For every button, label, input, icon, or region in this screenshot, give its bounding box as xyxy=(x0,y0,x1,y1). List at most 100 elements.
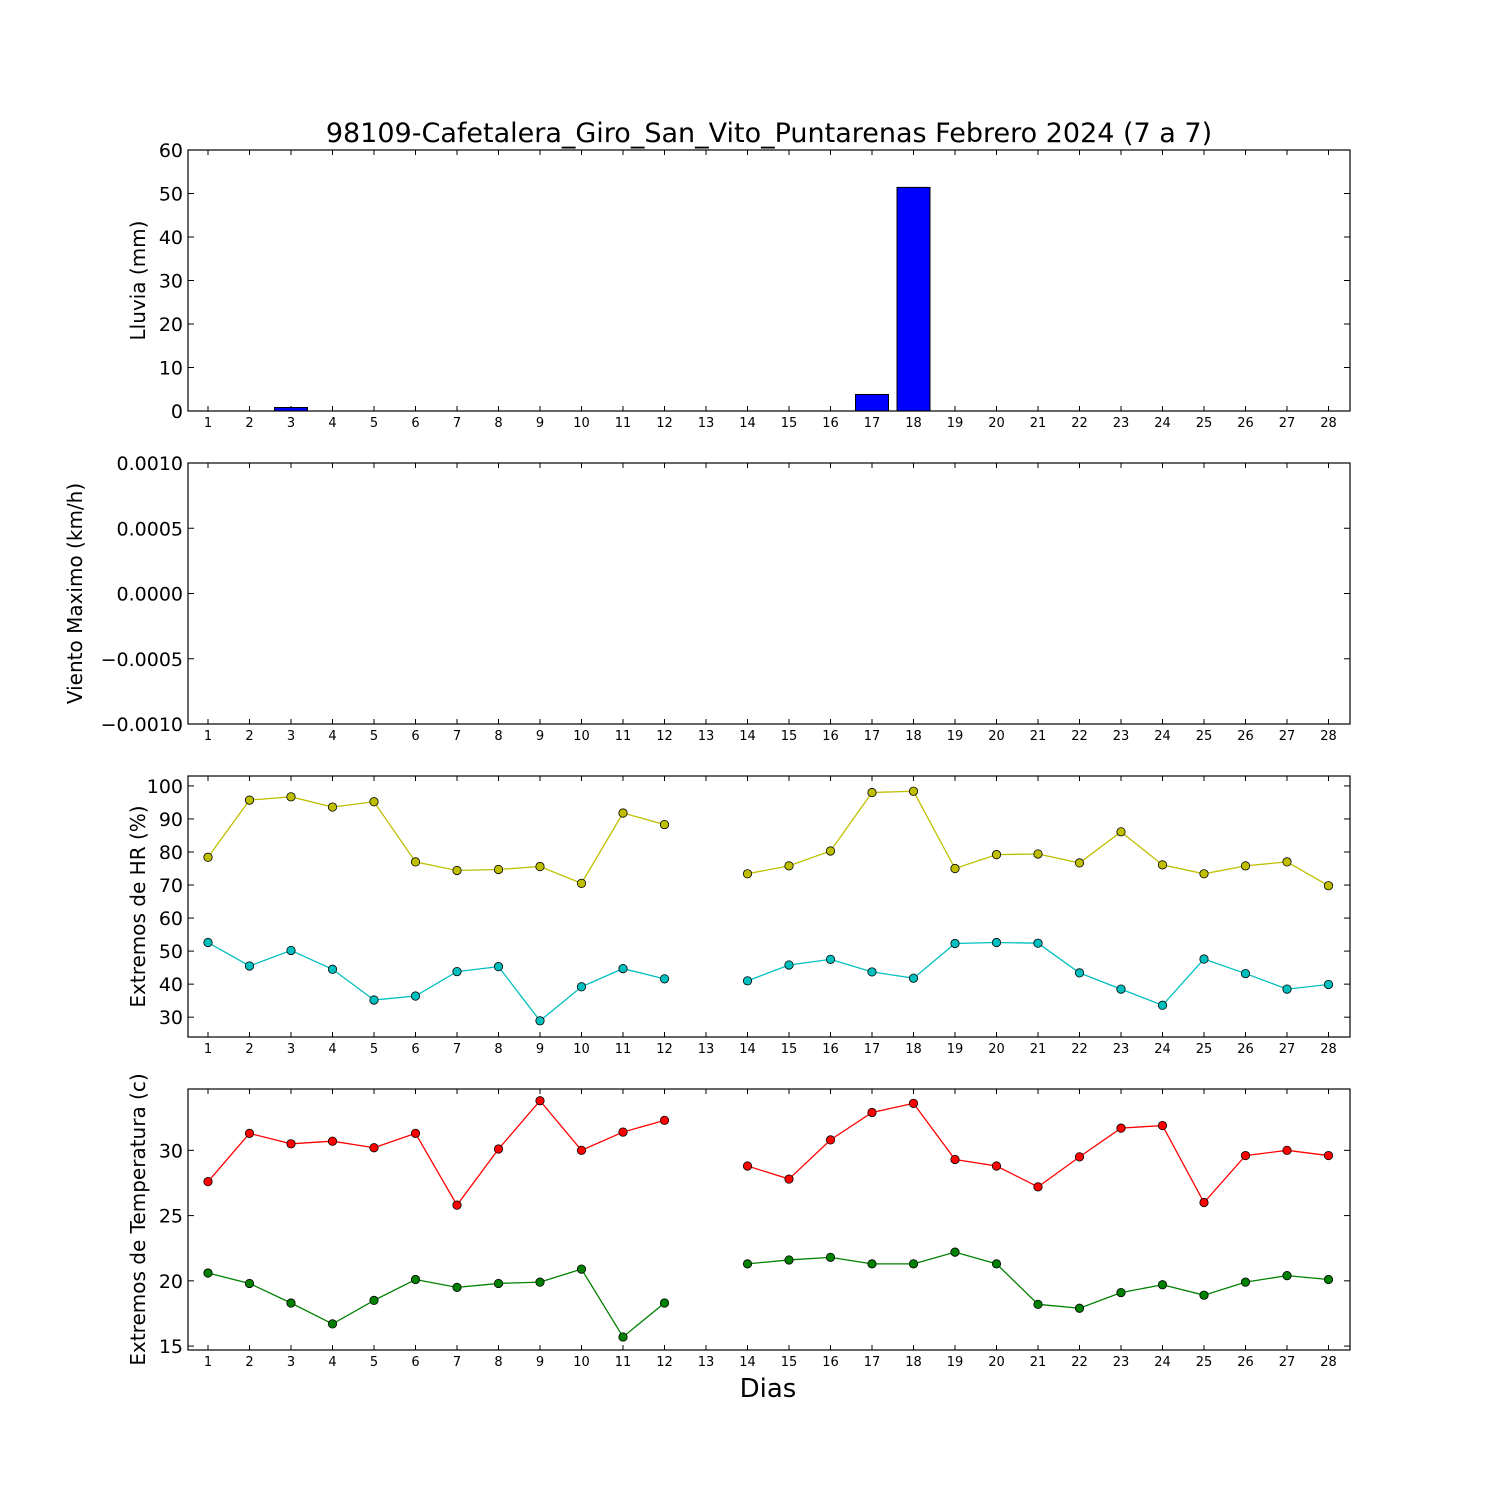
series-1-point-day-8 xyxy=(493,1144,504,1154)
series-2-point-day-16 xyxy=(825,1252,836,1262)
x-tick-label: 6 xyxy=(411,729,419,744)
x-tick-label: 3 xyxy=(287,729,295,744)
series-1-point-day-3 xyxy=(286,1139,296,1149)
x-tick-label: 25 xyxy=(1196,729,1213,744)
x-tick-label: 2 xyxy=(245,1042,253,1057)
series-2-point-day-25 xyxy=(1199,1290,1209,1300)
x-tick-label: 8 xyxy=(494,1355,502,1370)
x-tick-label: 16 xyxy=(822,729,839,744)
series-1-point-day-18 xyxy=(908,786,919,796)
x-tick-label: 25 xyxy=(1196,416,1213,431)
series-1-point-day-7 xyxy=(452,865,462,876)
x-tick-label: 8 xyxy=(494,416,502,431)
series-1-point-day-24 xyxy=(1157,860,1168,870)
x-tick-label: 1 xyxy=(204,1042,212,1057)
series-2-point-day-22 xyxy=(1074,1303,1085,1313)
series-2-point-day-11 xyxy=(618,1332,628,1342)
series-2-point-day-28 xyxy=(1323,1274,1334,1285)
series-1-point-day-8 xyxy=(493,864,504,875)
x-tick-label: 7 xyxy=(453,729,461,744)
x-tick-label: 28 xyxy=(1320,1042,1337,1057)
x-tick-label: 17 xyxy=(864,416,881,431)
x-tick-label: 10 xyxy=(573,1355,590,1370)
x-tick-label: 11 xyxy=(615,729,632,744)
x-tick-label: 26 xyxy=(1237,729,1254,744)
series-1-point-day-27 xyxy=(1282,857,1292,867)
series-1-point-day-14 xyxy=(742,869,753,879)
series-2-point-day-6 xyxy=(410,1274,421,1285)
series-2-point-day-10 xyxy=(576,982,587,992)
y-tick-label: −0.0010 xyxy=(101,714,183,736)
series-1-point-day-10 xyxy=(576,1145,587,1155)
x-tick-label: 15 xyxy=(781,1042,798,1057)
x-tick-label: 9 xyxy=(536,729,544,744)
x-tick-label: 19 xyxy=(947,1355,964,1370)
x-tick-label: 7 xyxy=(453,416,461,431)
series-1-point-day-3 xyxy=(286,792,296,802)
x-tick-label: 13 xyxy=(698,1355,715,1370)
x-tick-label: 24 xyxy=(1154,1042,1171,1057)
x-tick-label: 2 xyxy=(245,729,253,744)
series-1-line xyxy=(747,790,1329,887)
x-tick-label: 14 xyxy=(739,729,756,744)
x-tick-label: 9 xyxy=(536,416,544,431)
series-2-point-day-25 xyxy=(1199,954,1209,964)
chart-panel-3 xyxy=(187,775,1351,1038)
series-1-point-day-28 xyxy=(1323,1150,1334,1161)
series-1-point-day-26 xyxy=(1240,861,1251,871)
y-tick-label: 40 xyxy=(159,974,183,996)
x-tick-label: 21 xyxy=(1030,729,1047,744)
x-tick-label: 18 xyxy=(905,1355,922,1370)
x-axis-label: Dias xyxy=(740,1374,797,1404)
series-1-point-day-7 xyxy=(452,1200,462,1210)
series-2-point-day-26 xyxy=(1240,968,1251,979)
y-axis-label: Lluvia (mm) xyxy=(126,221,150,341)
series-1-point-day-9 xyxy=(535,1096,545,1106)
x-tick-label: 6 xyxy=(411,1355,419,1370)
series-2-point-day-14 xyxy=(742,1259,753,1269)
y-axis-label: Extremos de HR (%) xyxy=(126,805,150,1007)
series-2-point-day-8 xyxy=(493,1278,504,1289)
plot-frame xyxy=(187,462,1351,725)
x-tick-label: 24 xyxy=(1154,1355,1171,1370)
y-tick-label: 50 xyxy=(159,184,183,206)
x-tick-label: 27 xyxy=(1279,416,1296,431)
series-2-point-day-2 xyxy=(244,1278,255,1289)
x-tick-label: 20 xyxy=(988,416,1005,431)
series-2-line xyxy=(207,941,665,1022)
x-tick-label: 26 xyxy=(1237,416,1254,431)
x-tick-label: 4 xyxy=(328,1355,336,1370)
x-tick-label: 19 xyxy=(947,1042,964,1057)
series-2-point-day-5 xyxy=(369,1295,379,1306)
x-tick-label: 9 xyxy=(536,1355,544,1370)
x-tick-label: 10 xyxy=(573,729,590,744)
y-tick-label: 80 xyxy=(159,842,183,864)
y-tick-label: 40 xyxy=(159,227,183,249)
series-1-point-day-6 xyxy=(410,1128,421,1138)
x-tick-label: 17 xyxy=(864,1355,881,1370)
y-tick-label: 30 xyxy=(159,1140,183,1162)
x-tick-label: 15 xyxy=(781,729,798,744)
series-2-point-day-5 xyxy=(369,995,379,1005)
x-tick-label: 3 xyxy=(287,1355,295,1370)
series-1-point-day-6 xyxy=(410,857,421,867)
plot-frame xyxy=(187,149,1351,412)
series-1-point-day-24 xyxy=(1157,1120,1168,1131)
series-1-point-day-20 xyxy=(991,850,1002,860)
series-2-point-day-26 xyxy=(1240,1277,1251,1287)
series-1-point-day-27 xyxy=(1282,1145,1292,1155)
x-tick-label: 11 xyxy=(615,1355,632,1370)
series-1-point-day-15 xyxy=(784,1174,794,1184)
x-tick-label: 11 xyxy=(615,416,632,431)
y-tick-label: 0 xyxy=(171,401,183,423)
x-tick-label: 21 xyxy=(1030,1355,1047,1370)
y-axis-label: Viento Maximo (km/h) xyxy=(63,483,87,704)
series-2-line xyxy=(207,1268,665,1338)
y-tick-label: 60 xyxy=(159,908,183,930)
x-tick-label: 22 xyxy=(1071,1042,1088,1057)
x-tick-label: 23 xyxy=(1113,729,1130,744)
series-2-point-day-6 xyxy=(410,991,421,1001)
y-tick-label: 0.0010 xyxy=(117,453,183,475)
series-1-point-day-28 xyxy=(1323,881,1334,891)
y-tick-label: 25 xyxy=(159,1206,183,1228)
